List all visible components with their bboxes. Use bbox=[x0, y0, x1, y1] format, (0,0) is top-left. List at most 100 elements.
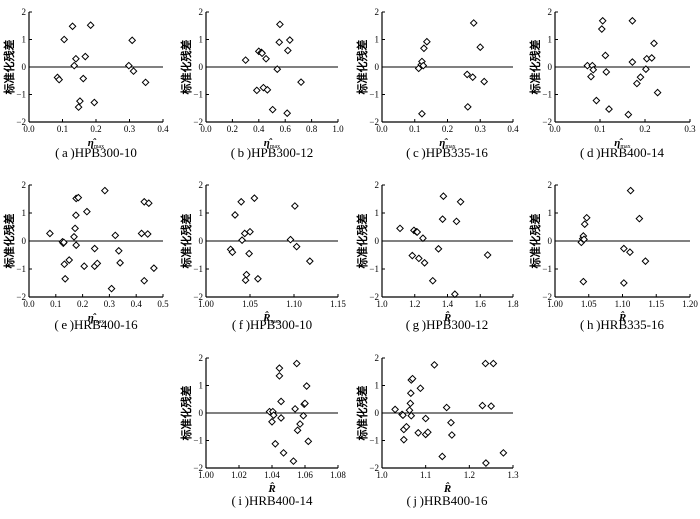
panel-caption: ( d )HRB400-14 bbox=[580, 145, 664, 160]
y-tick-label: 2 bbox=[199, 7, 204, 17]
x-tick-label: 0.0 bbox=[23, 124, 35, 134]
data-point bbox=[86, 21, 95, 30]
data-point bbox=[283, 109, 292, 118]
panel-c: −2 −1 0 1 2 0.0 0.1 0.2 0.3 0.4 标准化残差 η̂max( c )HPB… bbox=[355, 7, 519, 160]
y-tick-label: 1 bbox=[199, 208, 204, 218]
data-point bbox=[90, 98, 99, 107]
data-point bbox=[71, 211, 80, 220]
y-axis-label: 标准化残差 bbox=[355, 386, 369, 442]
data-point bbox=[414, 428, 423, 437]
data-point bbox=[72, 241, 81, 250]
x-tick-label: 1.05 bbox=[581, 299, 597, 309]
data-point bbox=[60, 260, 69, 269]
data-point bbox=[68, 22, 77, 31]
data-point bbox=[285, 36, 294, 44]
x-axis-label: R̂ bbox=[267, 482, 275, 495]
x-tick-label: 0.2 bbox=[227, 124, 238, 134]
data-point bbox=[65, 256, 74, 264]
data-point bbox=[487, 402, 496, 411]
data-point bbox=[626, 186, 635, 195]
x-tick-label: 1.10 bbox=[615, 299, 631, 309]
x-tick-label: 1.15 bbox=[648, 299, 664, 309]
x-tick-label: 1.05 bbox=[242, 299, 258, 309]
data-point bbox=[628, 16, 637, 25]
y-axis-label: 标准化残差 bbox=[179, 386, 193, 442]
y-tick-label: −2 bbox=[16, 292, 26, 302]
x-tick-label: 0.4 bbox=[253, 124, 265, 134]
x-tick-label: 1.6 bbox=[475, 299, 487, 309]
data-point bbox=[406, 389, 415, 398]
y-tick-label: 0 bbox=[22, 62, 27, 72]
y-tick-label: 1 bbox=[375, 381, 380, 391]
x-axis-label: η̂max bbox=[88, 137, 104, 150]
data-point bbox=[499, 448, 508, 457]
x-tick-label: 1.0 bbox=[332, 124, 344, 134]
x-tick-label: 0.4 bbox=[157, 124, 169, 134]
y-tick-label: 1 bbox=[199, 35, 204, 45]
panel-caption: ( c )HPB335-16 bbox=[406, 145, 488, 160]
data-point bbox=[396, 224, 404, 233]
data-point bbox=[292, 359, 301, 368]
data-point bbox=[636, 73, 645, 82]
y-tick-label: 1 bbox=[199, 381, 204, 391]
data-point bbox=[399, 435, 408, 444]
data-point bbox=[299, 411, 308, 420]
data-point bbox=[129, 67, 138, 76]
x-tick-label: 0.0 bbox=[23, 299, 35, 309]
x-tick-label: 0.1 bbox=[50, 299, 61, 309]
data-point bbox=[481, 359, 490, 368]
y-tick-label: −2 bbox=[193, 463, 203, 473]
data-point bbox=[237, 197, 246, 206]
data-point bbox=[423, 428, 432, 437]
data-point bbox=[293, 426, 302, 435]
data-point bbox=[428, 276, 437, 285]
y-tick-label: 0 bbox=[548, 62, 553, 72]
y-tick-label: 1 bbox=[375, 35, 380, 45]
data-point bbox=[111, 231, 120, 240]
panel-caption: ( i )HRB400-14 bbox=[231, 493, 313, 508]
x-tick-label: 1.00 bbox=[198, 299, 214, 309]
x-axis-label: R̂ bbox=[443, 482, 451, 495]
panel-caption: ( j )HRB400-16 bbox=[406, 493, 488, 508]
y-tick-label: 2 bbox=[199, 180, 204, 190]
data-point bbox=[402, 422, 411, 431]
y-tick-label: −1 bbox=[193, 90, 203, 100]
x-tick-label: 1.2 bbox=[464, 470, 475, 480]
y-tick-label: −1 bbox=[369, 90, 379, 100]
y-tick-label: −1 bbox=[542, 90, 552, 100]
x-axis-label: R̂max bbox=[262, 311, 281, 325]
x-tick-label: 0.4 bbox=[131, 299, 143, 309]
x-axis-label: η̂max bbox=[264, 137, 280, 150]
data-point bbox=[275, 371, 284, 380]
data-point bbox=[82, 207, 91, 216]
data-point bbox=[602, 68, 611, 76]
panel-j: −2 −1 0 1 2 1.0 1.1 1.2 1.3 标准化残差 R̂( j )HRB400-16 bbox=[355, 353, 519, 508]
x-axis-label: η̂max bbox=[614, 137, 630, 150]
data-point bbox=[252, 86, 261, 95]
data-point bbox=[296, 420, 304, 428]
x-tick-label: 1.02 bbox=[231, 470, 247, 480]
data-point bbox=[276, 20, 284, 29]
data-point bbox=[128, 36, 137, 45]
y-tick-label: 1 bbox=[548, 208, 553, 218]
data-point bbox=[579, 277, 588, 286]
data-point bbox=[141, 78, 150, 87]
data-point bbox=[114, 246, 123, 255]
data-point bbox=[290, 202, 299, 210]
y-tick-label: −2 bbox=[193, 117, 203, 127]
data-point bbox=[273, 65, 282, 74]
y-tick-label: 1 bbox=[548, 35, 553, 45]
x-tick-label: 0.2 bbox=[639, 124, 650, 134]
data-point bbox=[74, 193, 83, 202]
data-point bbox=[447, 431, 456, 439]
data-point bbox=[79, 74, 88, 83]
data-point bbox=[650, 39, 658, 48]
data-point bbox=[624, 110, 633, 119]
y-tick-label: 1 bbox=[375, 208, 380, 218]
data-point bbox=[241, 276, 250, 285]
x-tick-label: 1.00 bbox=[198, 470, 214, 480]
data-point bbox=[238, 236, 246, 245]
x-tick-label: 0.1 bbox=[57, 124, 68, 134]
data-point bbox=[70, 61, 79, 70]
y-tick-label: 2 bbox=[375, 353, 380, 363]
